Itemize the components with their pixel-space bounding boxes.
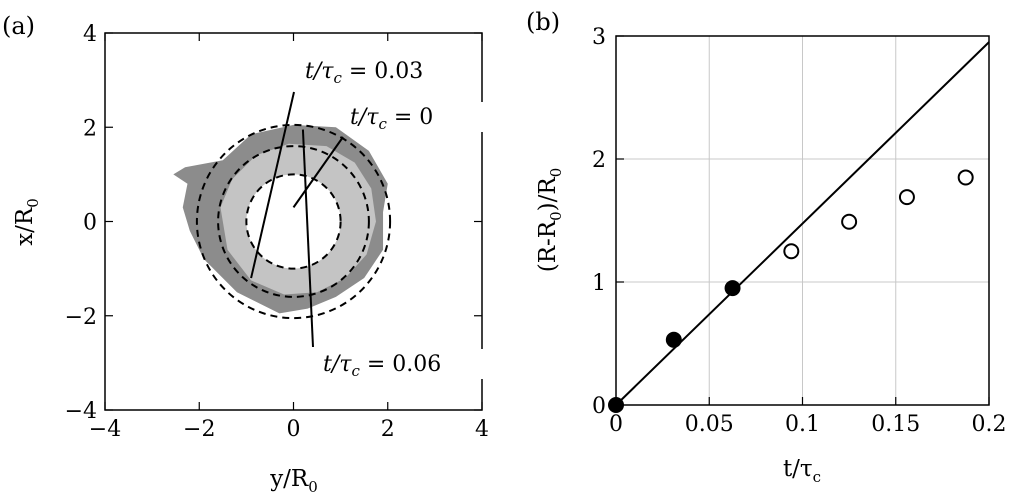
open-data-point xyxy=(957,169,974,186)
panel-b: (b) 0 0.05 0.1 0.15 0.2 0 1 2 3 t/τc (R-R0)/R0 xyxy=(526,8,1007,486)
dashed-circle-0 xyxy=(245,173,342,270)
panel-a-xtick-label: −2 xyxy=(183,417,215,442)
panel-a-ytick-label: −2 xyxy=(65,305,97,330)
panel-a-ytick-label: 4 xyxy=(83,22,97,47)
panel-a-plot-area xyxy=(173,123,392,320)
panel-b-ytick-label: 0 xyxy=(592,394,606,419)
annotation-leader-line xyxy=(292,136,344,208)
annotation-label: t/τc = 0 xyxy=(350,105,433,133)
panel-b-ytick-label: 2 xyxy=(592,148,606,173)
panel-a-label: (a) xyxy=(2,12,35,40)
annotation-leader-line xyxy=(301,129,314,348)
filled-data-point xyxy=(665,331,682,348)
panel-b-xlabel: t/τc xyxy=(783,456,821,486)
dashed-circle-2 xyxy=(195,123,392,320)
panel-b-xtick-label: 0.15 xyxy=(871,412,920,437)
panel-b-xtick-label: 0.05 xyxy=(685,412,734,437)
panel-b-label: (b) xyxy=(526,8,560,36)
panel-a-ytick-label: 2 xyxy=(83,116,97,141)
panel-b-xtick-label: 0.1 xyxy=(785,412,820,437)
panel-b-ticks: 0 0.05 0.1 0.15 0.2 0 1 2 3 xyxy=(592,25,1007,437)
panel-b-ytick-label: 1 xyxy=(592,271,606,296)
panel-a-xtick-label: 2 xyxy=(381,417,395,442)
panel-a-xtick-label: −4 xyxy=(89,417,121,442)
panel-b-xtick-label: 0.2 xyxy=(972,412,1007,437)
open-data-point xyxy=(841,213,858,230)
panel-a-ylabel: x/R0 xyxy=(12,198,42,246)
open-data-point xyxy=(898,189,915,206)
panel-b-xtick-label: 0 xyxy=(609,412,623,437)
open-data-point xyxy=(783,243,800,260)
panel-a-ytick-label: −4 xyxy=(65,399,97,424)
annotation-background xyxy=(319,349,487,379)
panel-b-plot-area xyxy=(608,41,990,413)
annotation-background xyxy=(301,56,469,86)
annotation-leader-line xyxy=(250,91,295,279)
filled-data-point xyxy=(724,280,741,297)
panel-a-xtick-label: 0 xyxy=(287,417,301,442)
annotation-label: t/τc = 0.06 xyxy=(323,352,441,380)
panel-a-annotations: t/τc = 0.03 t/τc = 0 t/τc = 0.06 xyxy=(250,56,514,380)
dashed-circle-1 xyxy=(217,145,370,298)
panel-b-ylabel: (R-R0)/R0 xyxy=(535,168,565,273)
panel-a-ticks: −4 −2 0 2 4 −4 −2 0 2 4 xyxy=(65,22,489,442)
panel-a-xlabel: y/R0 xyxy=(269,466,318,496)
annotation-label: t/τc = 0.03 xyxy=(305,59,423,87)
panel-a-ytick-label: 0 xyxy=(83,211,97,236)
panel-b-ytick-label: 3 xyxy=(592,25,606,50)
panel-a-xtick-label: 4 xyxy=(475,417,489,442)
annotation-background xyxy=(346,102,514,132)
